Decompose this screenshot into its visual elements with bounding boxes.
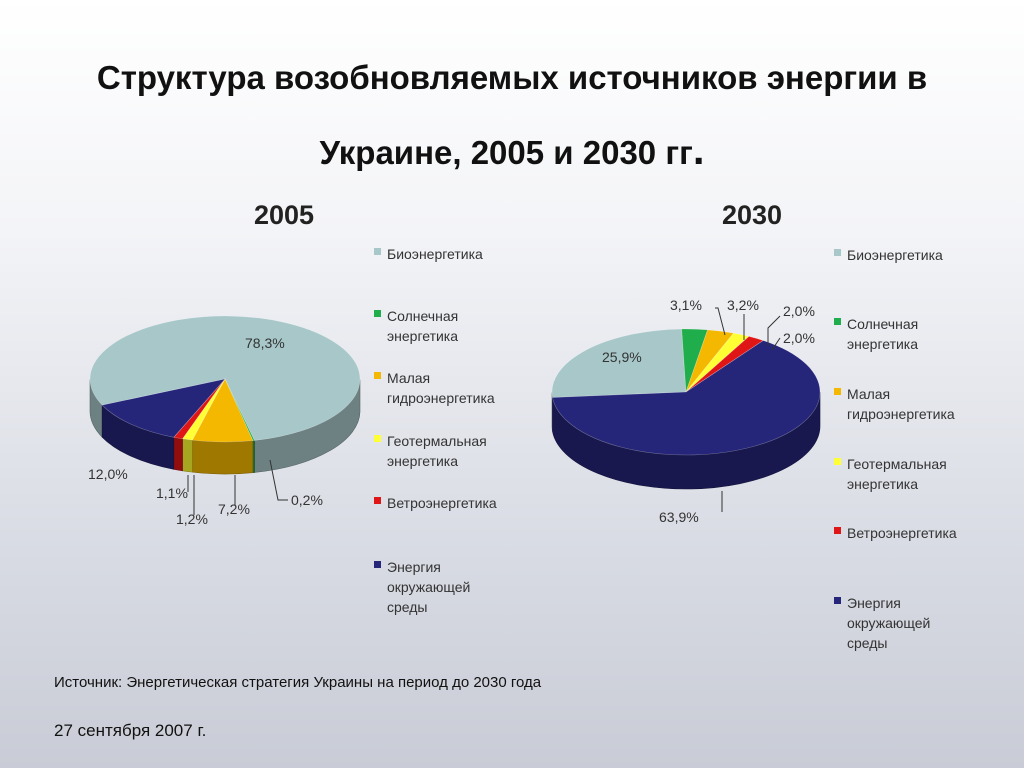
legend-swatch: [834, 527, 841, 534]
slide-title: Структура возобновляемых источников энер…: [0, 42, 1024, 189]
data-label: 2,0%: [783, 303, 815, 319]
legend-swatch: [374, 561, 381, 568]
pie-labels: 78,3% 0,2% 7,2% 1,2% 1,1% 12,0%: [88, 335, 323, 527]
leader-line: [269, 459, 288, 501]
data-label: 12,0%: [88, 466, 128, 482]
title-line-2: Украине, 2005 и 2030 гг.: [0, 114, 1024, 189]
leader-line: [715, 307, 726, 336]
pie-slice-Ветроэнергетика: [173, 378, 226, 440]
data-label: 3,1%: [670, 297, 702, 313]
pie-side-Ветроэнергетика: [173, 436, 183, 472]
data-label: 7,2%: [218, 501, 250, 517]
legend-label: Ветроэнергетика: [387, 495, 497, 511]
legend-label: Биоэнергетика: [387, 246, 483, 262]
legend-swatch: [374, 248, 381, 255]
title-line-1: Структура возобновляемых источников энер…: [96, 59, 928, 96]
legend-swatch: [834, 318, 841, 325]
legend-swatch: [834, 388, 841, 395]
chart-title-2030: 2030: [722, 200, 783, 230]
pie-top: [551, 328, 821, 456]
pie-chart-2030: 25,9% 3,1% 3,2% 2,0% 2,0% 63,9%: [551, 297, 821, 525]
legend-label: Солнечная энергетика: [387, 308, 459, 344]
pie-slice-Энергия окружающей среды: [552, 340, 821, 456]
pie-side-Малая гидроэнергетика: [191, 439, 254, 475]
legend-label: Биоэнергетика: [847, 247, 943, 263]
pie-top: [89, 315, 361, 443]
leader-line: [771, 337, 781, 351]
data-label: 1,2%: [176, 511, 208, 527]
legend-swatch: [374, 497, 381, 504]
data-label: 0,2%: [291, 492, 323, 508]
legend-label: Малая гидроэнергетика: [387, 370, 495, 406]
title-line-2-text: Украине, 2005 и 2030 гг: [319, 134, 693, 171]
legend-swatch: [374, 310, 381, 317]
chart-title-2005: 2005: [254, 200, 315, 230]
pie-slice-Биоэнергетика: [551, 328, 687, 398]
pie-slice-Ветроэнергетика: [685, 336, 764, 393]
legend-label: Малая гидроэнергетика: [847, 386, 955, 422]
pie-slice-Геотермальная энергетика: [685, 332, 750, 393]
data-label: 2,0%: [783, 330, 815, 346]
pie-sides: [89, 379, 361, 475]
pie-slice-Энергия окружающей среды: [101, 378, 226, 438]
pie-slice-Солнечная энергетика: [224, 378, 255, 441]
legend-label: Геотермальная энергетика: [847, 456, 947, 492]
legend-swatch: [834, 458, 841, 465]
data-label: 78,3%: [245, 335, 285, 351]
legend-swatch: [374, 435, 381, 442]
legend-label: Энергия окружающей среды: [387, 559, 471, 615]
legend-label: Геотермальная энергетика: [387, 433, 487, 469]
data-label: 1,1%: [156, 485, 188, 501]
source-note: Источник: Энергетическая стратегия Украи…: [54, 674, 542, 691]
data-label: 25,9%: [602, 349, 642, 365]
leader-line: [767, 315, 781, 346]
pie-slice-Малая гидроэнергетика: [191, 378, 254, 443]
date-note: 27 сентября 2007 г.: [54, 721, 207, 740]
legend-swatch: [834, 249, 841, 256]
pie-side-Геотермальная энергетика: [182, 438, 193, 473]
legend-swatch: [374, 372, 381, 379]
data-label: 63,9%: [659, 509, 699, 525]
data-label: 3,2%: [727, 297, 759, 313]
pie-slice-Геотермальная энергетика: [181, 378, 226, 441]
legend-swatch: [834, 597, 841, 604]
pie-slice-Солнечная энергетика: [681, 328, 709, 393]
title-dot: .: [692, 126, 705, 173]
pie-labels: 25,9% 3,1% 3,2% 2,0% 2,0% 63,9%: [602, 297, 815, 525]
pie-slice-Малая гидроэнергетика: [685, 329, 735, 393]
legend-label: Солнечная энергетика: [847, 316, 919, 352]
pie-slice-Биоэнергетика: [89, 315, 361, 441]
pie-chart-2005: 78,3% 0,2% 7,2% 1,2% 1,1% 12,0%: [88, 315, 361, 527]
legend-label: Ветроэнергетика: [847, 525, 957, 541]
legend-label: Энергия окружающей среды: [847, 595, 931, 651]
